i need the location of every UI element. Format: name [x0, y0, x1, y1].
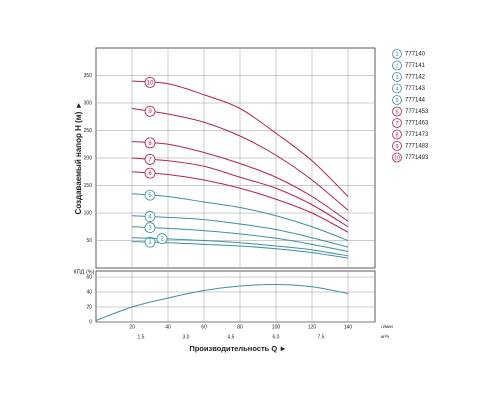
legend-label: 7771483 — [405, 144, 429, 150]
y-tick-label: 350 — [84, 73, 93, 79]
series-line — [131, 157, 349, 228]
series-line — [95, 283, 349, 321]
legend-number: 7 — [395, 121, 398, 127]
curve-badge-label: 9 — [148, 109, 152, 115]
legend-number: 10 — [394, 155, 400, 161]
curve-badge-label: 1 — [148, 240, 152, 246]
curve-badge-label: 4 — [148, 214, 152, 220]
x-tick-label: 60 — [201, 324, 207, 330]
y-tick-label: 60 — [86, 274, 92, 280]
series-line — [131, 241, 349, 259]
legend-marker — [392, 141, 402, 151]
x-axis-title: Производительность Q ► — [189, 344, 286, 353]
x2-tick-label: 1.5 — [138, 334, 145, 340]
legend-label: 7771493 — [405, 155, 429, 161]
curve-badge-label: 6 — [148, 171, 152, 177]
y-tick-label: 300 — [84, 100, 93, 106]
x2-unit: м³/ч — [381, 334, 390, 339]
curve-badge — [144, 167, 156, 179]
curve-badge — [144, 189, 156, 201]
y-tick-label: 0 — [89, 319, 92, 325]
series-line — [131, 226, 349, 252]
plot-area — [95, 270, 376, 323]
curve-badge-label: 3 — [148, 225, 152, 231]
x-unit: л/мин — [381, 324, 393, 329]
curve-badge — [144, 105, 156, 117]
curve-badge-label: 10 — [147, 80, 154, 86]
legend-label: 7771473 — [405, 132, 429, 138]
legend-label: 7771463 — [405, 121, 429, 127]
legend-number: 6 — [395, 109, 398, 115]
legend-marker — [392, 60, 402, 71]
curve-badge — [144, 76, 156, 88]
curve-badge-label: 8 — [148, 141, 152, 147]
curve-badge — [144, 137, 156, 149]
legend-marker — [392, 118, 402, 128]
legend-number: 4 — [395, 86, 398, 92]
legend-marker — [392, 129, 402, 140]
legend-marker — [392, 152, 402, 163]
curve-badge-label: 7 — [148, 157, 152, 163]
legend-marker — [392, 106, 402, 117]
curve-badge — [144, 236, 156, 248]
x-tick-label: 140 — [344, 324, 353, 330]
x2-tick-label: 4.5 — [228, 334, 235, 340]
y-axis-title: Создаваемый напор H (м) ► — [74, 101, 83, 214]
legend-marker — [392, 83, 402, 94]
series-line — [131, 193, 349, 241]
legend-number: 1 — [395, 52, 398, 58]
legend-number: 8 — [395, 132, 398, 138]
curve-badge — [144, 222, 156, 233]
curve-badge-label: 5 — [148, 193, 152, 199]
legend-number: 3 — [395, 75, 398, 81]
x-tick-label: 80 — [237, 324, 243, 330]
x2-tick-label: 3.0 — [183, 334, 190, 340]
y-tick-label: 150 — [84, 183, 93, 189]
x-tick-label: 120 — [308, 324, 317, 330]
x2-tick-label: 6.0 — [273, 334, 280, 340]
legend-label: 777141 — [405, 63, 426, 69]
legend-number: 2 — [395, 63, 398, 69]
curve-badge-label: 2 — [160, 237, 164, 243]
y-tick-label: 250 — [84, 128, 93, 134]
legend-marker — [392, 95, 402, 105]
legend-label: 777144 — [405, 98, 426, 104]
series-line — [131, 80, 349, 197]
series-line — [131, 171, 349, 233]
x-tick-label: 40 — [165, 324, 171, 330]
curve-badge — [144, 211, 156, 222]
series-line — [131, 108, 349, 211]
x-tick-label: 20 — [129, 324, 135, 330]
y-tick-label: 100 — [84, 210, 93, 216]
y-axis-title: КПД (%) — [74, 269, 95, 275]
legend-marker — [392, 72, 402, 82]
curve-badge — [156, 233, 168, 245]
series-line — [131, 237, 349, 257]
series-line — [131, 215, 349, 248]
legend-label: 777142 — [405, 75, 426, 81]
y-tick-label: 200 — [84, 155, 93, 161]
series-line — [131, 141, 349, 222]
legend-marker — [392, 49, 402, 59]
legend-label: 7771453 — [405, 109, 429, 115]
y-tick-label: 40 — [86, 289, 92, 295]
curve-badge — [144, 153, 156, 165]
x2-tick-label: 7.5 — [318, 334, 325, 340]
legend-label: 777140 — [405, 52, 426, 58]
y-tick-label: 50 — [86, 238, 92, 244]
legend-number: 9 — [395, 144, 398, 150]
legend-number: 5 — [395, 98, 398, 104]
legend-label: 777143 — [405, 86, 426, 92]
x-tick-label: 100 — [272, 324, 281, 330]
y-tick-label: 20 — [86, 304, 92, 310]
